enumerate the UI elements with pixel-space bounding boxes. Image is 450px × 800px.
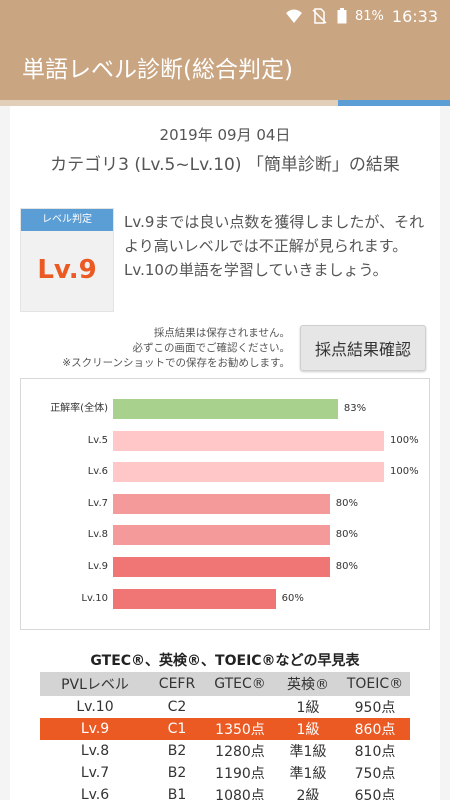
table-cell (204, 696, 276, 718)
table-cell: 1190点 (215, 766, 265, 782)
save-notice: 採点結果は保存されません。 必ずこの画面でご確認ください。 ※スクリーンショット… (16, 326, 290, 371)
column-header: PVLレベル (40, 672, 150, 696)
wifi-icon (285, 8, 303, 24)
result-subtitle: カテゴリ3 (Lv.5~Lv.10) 「簡単診断」の結果 (50, 155, 400, 175)
chart-row: Lv.5 100% (21, 430, 431, 451)
table-row: Lv.6 B1 1080点 2級 650点 (40, 784, 410, 800)
value-label: 80% (335, 529, 359, 541)
category-label: Lv.6 (87, 466, 108, 478)
bar (113, 557, 330, 577)
value-label: 80% (335, 497, 359, 509)
bar (113, 525, 330, 546)
level-badge-header: レベル判定 (21, 209, 113, 231)
table-cell: 750点 (354, 766, 396, 782)
level-badge: レベル判定 Lv.9 (20, 208, 114, 312)
category-label: 正解率(全体) (50, 403, 108, 414)
table-cell: 950点 (354, 700, 396, 716)
table-cell: Lv.6 (80, 787, 110, 800)
table-cell: 2級 (296, 788, 320, 800)
table-cell: 1350点 (204, 718, 276, 740)
table-cell: 1級 (296, 700, 320, 716)
notice-line: 必ずこの画面でご確認ください。 (132, 342, 291, 354)
column-header: 英検® (276, 672, 340, 696)
chart-row: Lv.9 80% (21, 557, 431, 577)
category-label: Lv.8 (87, 529, 108, 541)
table-cell: 860点 (340, 718, 410, 740)
bar (113, 588, 276, 609)
table-row: Lv.10 C2 1級 950点 (40, 696, 410, 718)
table-cell: Lv.9 (40, 718, 150, 740)
chart-row: Lv.8 80% (21, 525, 431, 546)
table-cell: B2 (167, 743, 187, 759)
table-row: Lv.9 C1 1350点 1級 860点 (40, 718, 410, 740)
conversion-table-title: GTEC®、英検®、TOEIC®などの早見表 (90, 653, 360, 669)
bar (113, 430, 384, 451)
table-cell: 810点 (354, 744, 396, 760)
app-bar-stripe (0, 100, 450, 106)
conversion-table: PVLレベル CEFR GTEC® 英検® TOEIC® Lv.10 C2 1級 95… (40, 672, 410, 800)
no-sim-icon (311, 8, 329, 24)
table-cell: Lv.8 (80, 743, 110, 759)
result-date: 2019年 09月 04日 (159, 126, 291, 144)
table-cell: Lv.7 (80, 765, 110, 781)
table-cell: C2 (167, 699, 187, 715)
chart-row: Lv.7 80% (21, 493, 431, 514)
app-bar-accent (338, 100, 450, 106)
value-label: 83% (343, 403, 367, 414)
level-message: Lv.9までは良い点数を獲得しましたが、それより高いレベルでは不正解が見られます… (124, 213, 425, 279)
column-header: CEFR (150, 672, 204, 696)
table-cell: B1 (167, 787, 187, 800)
chart-row: Lv.10 60% (21, 588, 431, 609)
value-label: 100% (390, 434, 419, 446)
level-value: Lv.9 (37, 255, 97, 285)
table-cell: 1080点 (215, 788, 265, 800)
category-label: Lv.5 (87, 434, 108, 446)
battery-percent: 81% (354, 8, 384, 24)
bar (113, 462, 384, 483)
bar (113, 399, 338, 419)
column-header: GTEC® (204, 672, 276, 696)
table-header-row: PVLレベル CEFR GTEC® 英検® TOEIC® (40, 672, 410, 696)
table-cell: 準1級 (289, 744, 327, 760)
app-bar: 単語レベル診断(総合判定) (0, 32, 450, 100)
value-label: 80% (335, 561, 359, 572)
table-cell: C1 (150, 718, 204, 740)
bar (113, 493, 330, 514)
table-row: Lv.8 B2 1280点 準1級 810点 (40, 740, 410, 762)
battery-icon (337, 8, 347, 24)
chart-row: 正解率(全体) 83% (21, 399, 431, 419)
column-header: TOEIC® (340, 672, 410, 696)
table-cell: B2 (167, 765, 187, 781)
value-label: 100% (390, 466, 419, 478)
category-label: Lv.9 (87, 561, 108, 572)
notice-line: 採点結果は保存されません。 (153, 327, 290, 339)
score-bar-chart: 正解率(全体) 83% Lv.5 100% Lv.6 100% Lv.7 80% Lv.8 80%… (20, 378, 430, 630)
notice-line: ※スクリーンショットでの保存をお勧めします。 (62, 357, 290, 369)
table-cell: 1280点 (215, 744, 265, 760)
value-label: 60% (281, 592, 304, 604)
check-score-button[interactable]: 採点結果確認 (300, 325, 426, 371)
table-cell: 650点 (354, 788, 396, 800)
clock: 16:33 (391, 6, 438, 26)
category-label: Lv.10 (81, 592, 108, 604)
table-cell: 1級 (276, 718, 340, 740)
chart-row: Lv.6 100% (21, 462, 431, 483)
table-cell: 準1級 (289, 766, 327, 782)
category-label: Lv.7 (87, 497, 108, 509)
table-row: Lv.7 B2 1190点 準1級 750点 (40, 762, 410, 784)
table-cell: Lv.10 (76, 699, 114, 715)
status-bar: 81% 16:33 (0, 0, 450, 32)
page-title: 単語レベル診断(総合判定) (22, 57, 293, 83)
